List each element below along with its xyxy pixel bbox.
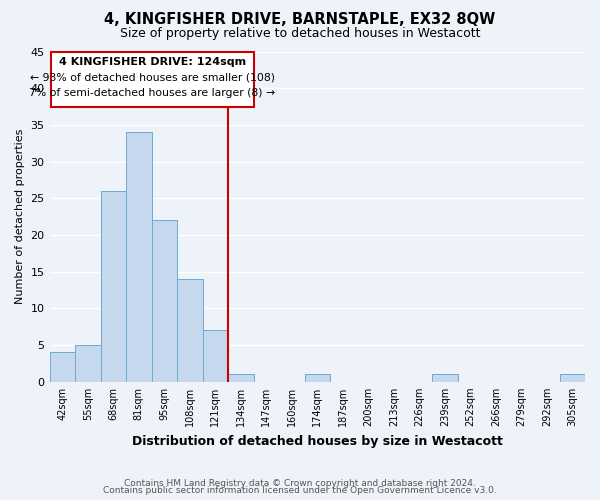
Text: Size of property relative to detached houses in Westacott: Size of property relative to detached ho… [120,28,480,40]
Bar [126,132,152,382]
Bar [560,374,585,382]
Y-axis label: Number of detached properties: Number of detached properties [15,129,25,304]
Text: 4, KINGFISHER DRIVE, BARNSTAPLE, EX32 8QW: 4, KINGFISHER DRIVE, BARNSTAPLE, EX32 8Q… [104,12,496,28]
Text: 7% of semi-detached houses are larger (8) →: 7% of semi-detached houses are larger (8… [29,88,275,98]
X-axis label: Distribution of detached houses by size in Westacott: Distribution of detached houses by size … [132,434,503,448]
Bar [432,374,458,382]
Bar [101,191,126,382]
Bar [75,345,101,382]
Text: Contains public sector information licensed under the Open Government Licence v3: Contains public sector information licen… [103,486,497,495]
Bar [152,220,177,382]
Bar [305,374,330,382]
Text: ← 93% of detached houses are smaller (108): ← 93% of detached houses are smaller (10… [29,73,275,83]
Bar [50,352,75,382]
Text: 4 KINGFISHER DRIVE: 124sqm: 4 KINGFISHER DRIVE: 124sqm [59,56,246,66]
Bar [203,330,228,382]
Bar [228,374,254,382]
Text: Contains HM Land Registry data © Crown copyright and database right 2024.: Contains HM Land Registry data © Crown c… [124,478,476,488]
FancyBboxPatch shape [51,52,254,106]
Bar [177,279,203,382]
